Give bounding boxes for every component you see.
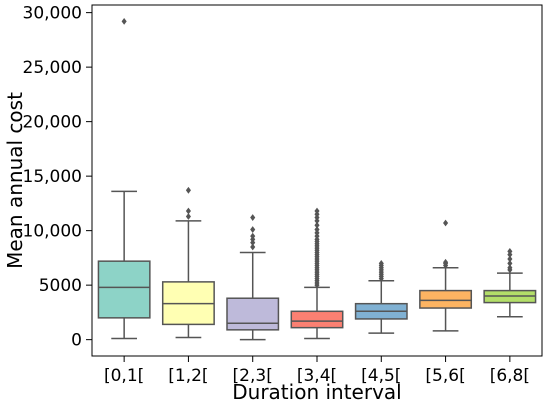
outlier-point (443, 219, 449, 227)
y-tick-label: 10,000 (23, 222, 82, 242)
outlier-point (378, 259, 384, 267)
outlier-point (507, 264, 513, 272)
outlier-point (443, 258, 449, 266)
y-tick-label: 0 (71, 331, 82, 351)
box-1 (97, 260, 151, 319)
y-axis-title: Mean annual cost (3, 92, 27, 269)
y-tick-label: 15,000 (23, 167, 82, 187)
x-tick-label: [3,4[ (297, 366, 337, 386)
outlier-point (185, 213, 191, 220)
x-tick-label: [0,1[ (104, 366, 144, 386)
y-tick-label: 30,000 (23, 4, 82, 24)
x-tick-label: [6,8[ (490, 366, 530, 386)
box-3 (226, 297, 280, 331)
outlier-point (250, 243, 256, 251)
outlier-point (121, 17, 127, 25)
x-tick-label: [5,6[ (425, 366, 465, 386)
outlier-point (250, 232, 256, 240)
outlier-point (507, 259, 513, 267)
outlier-point (507, 247, 513, 255)
outlier-point (507, 255, 513, 263)
outlier-point (314, 207, 320, 215)
box-6 (419, 289, 473, 309)
outlier-point (314, 221, 320, 229)
x-tick-label: [1,2[ (168, 366, 208, 386)
outlier-point (250, 226, 256, 233)
box-4 (290, 310, 344, 329)
y-tick-label: 5000 (39, 276, 82, 296)
x-axis-title: Duration interval (232, 380, 401, 404)
x-tick-label: [4,5[ (361, 366, 401, 386)
x-tick-label: [2,3[ (233, 366, 273, 386)
outlier-point (314, 226, 320, 233)
outlier-point (185, 207, 191, 215)
y-tick-label: 20,000 (23, 113, 82, 133)
outlier-point (185, 186, 191, 194)
y-tick-label: 25,000 (23, 58, 82, 78)
outlier-point (250, 214, 256, 221)
